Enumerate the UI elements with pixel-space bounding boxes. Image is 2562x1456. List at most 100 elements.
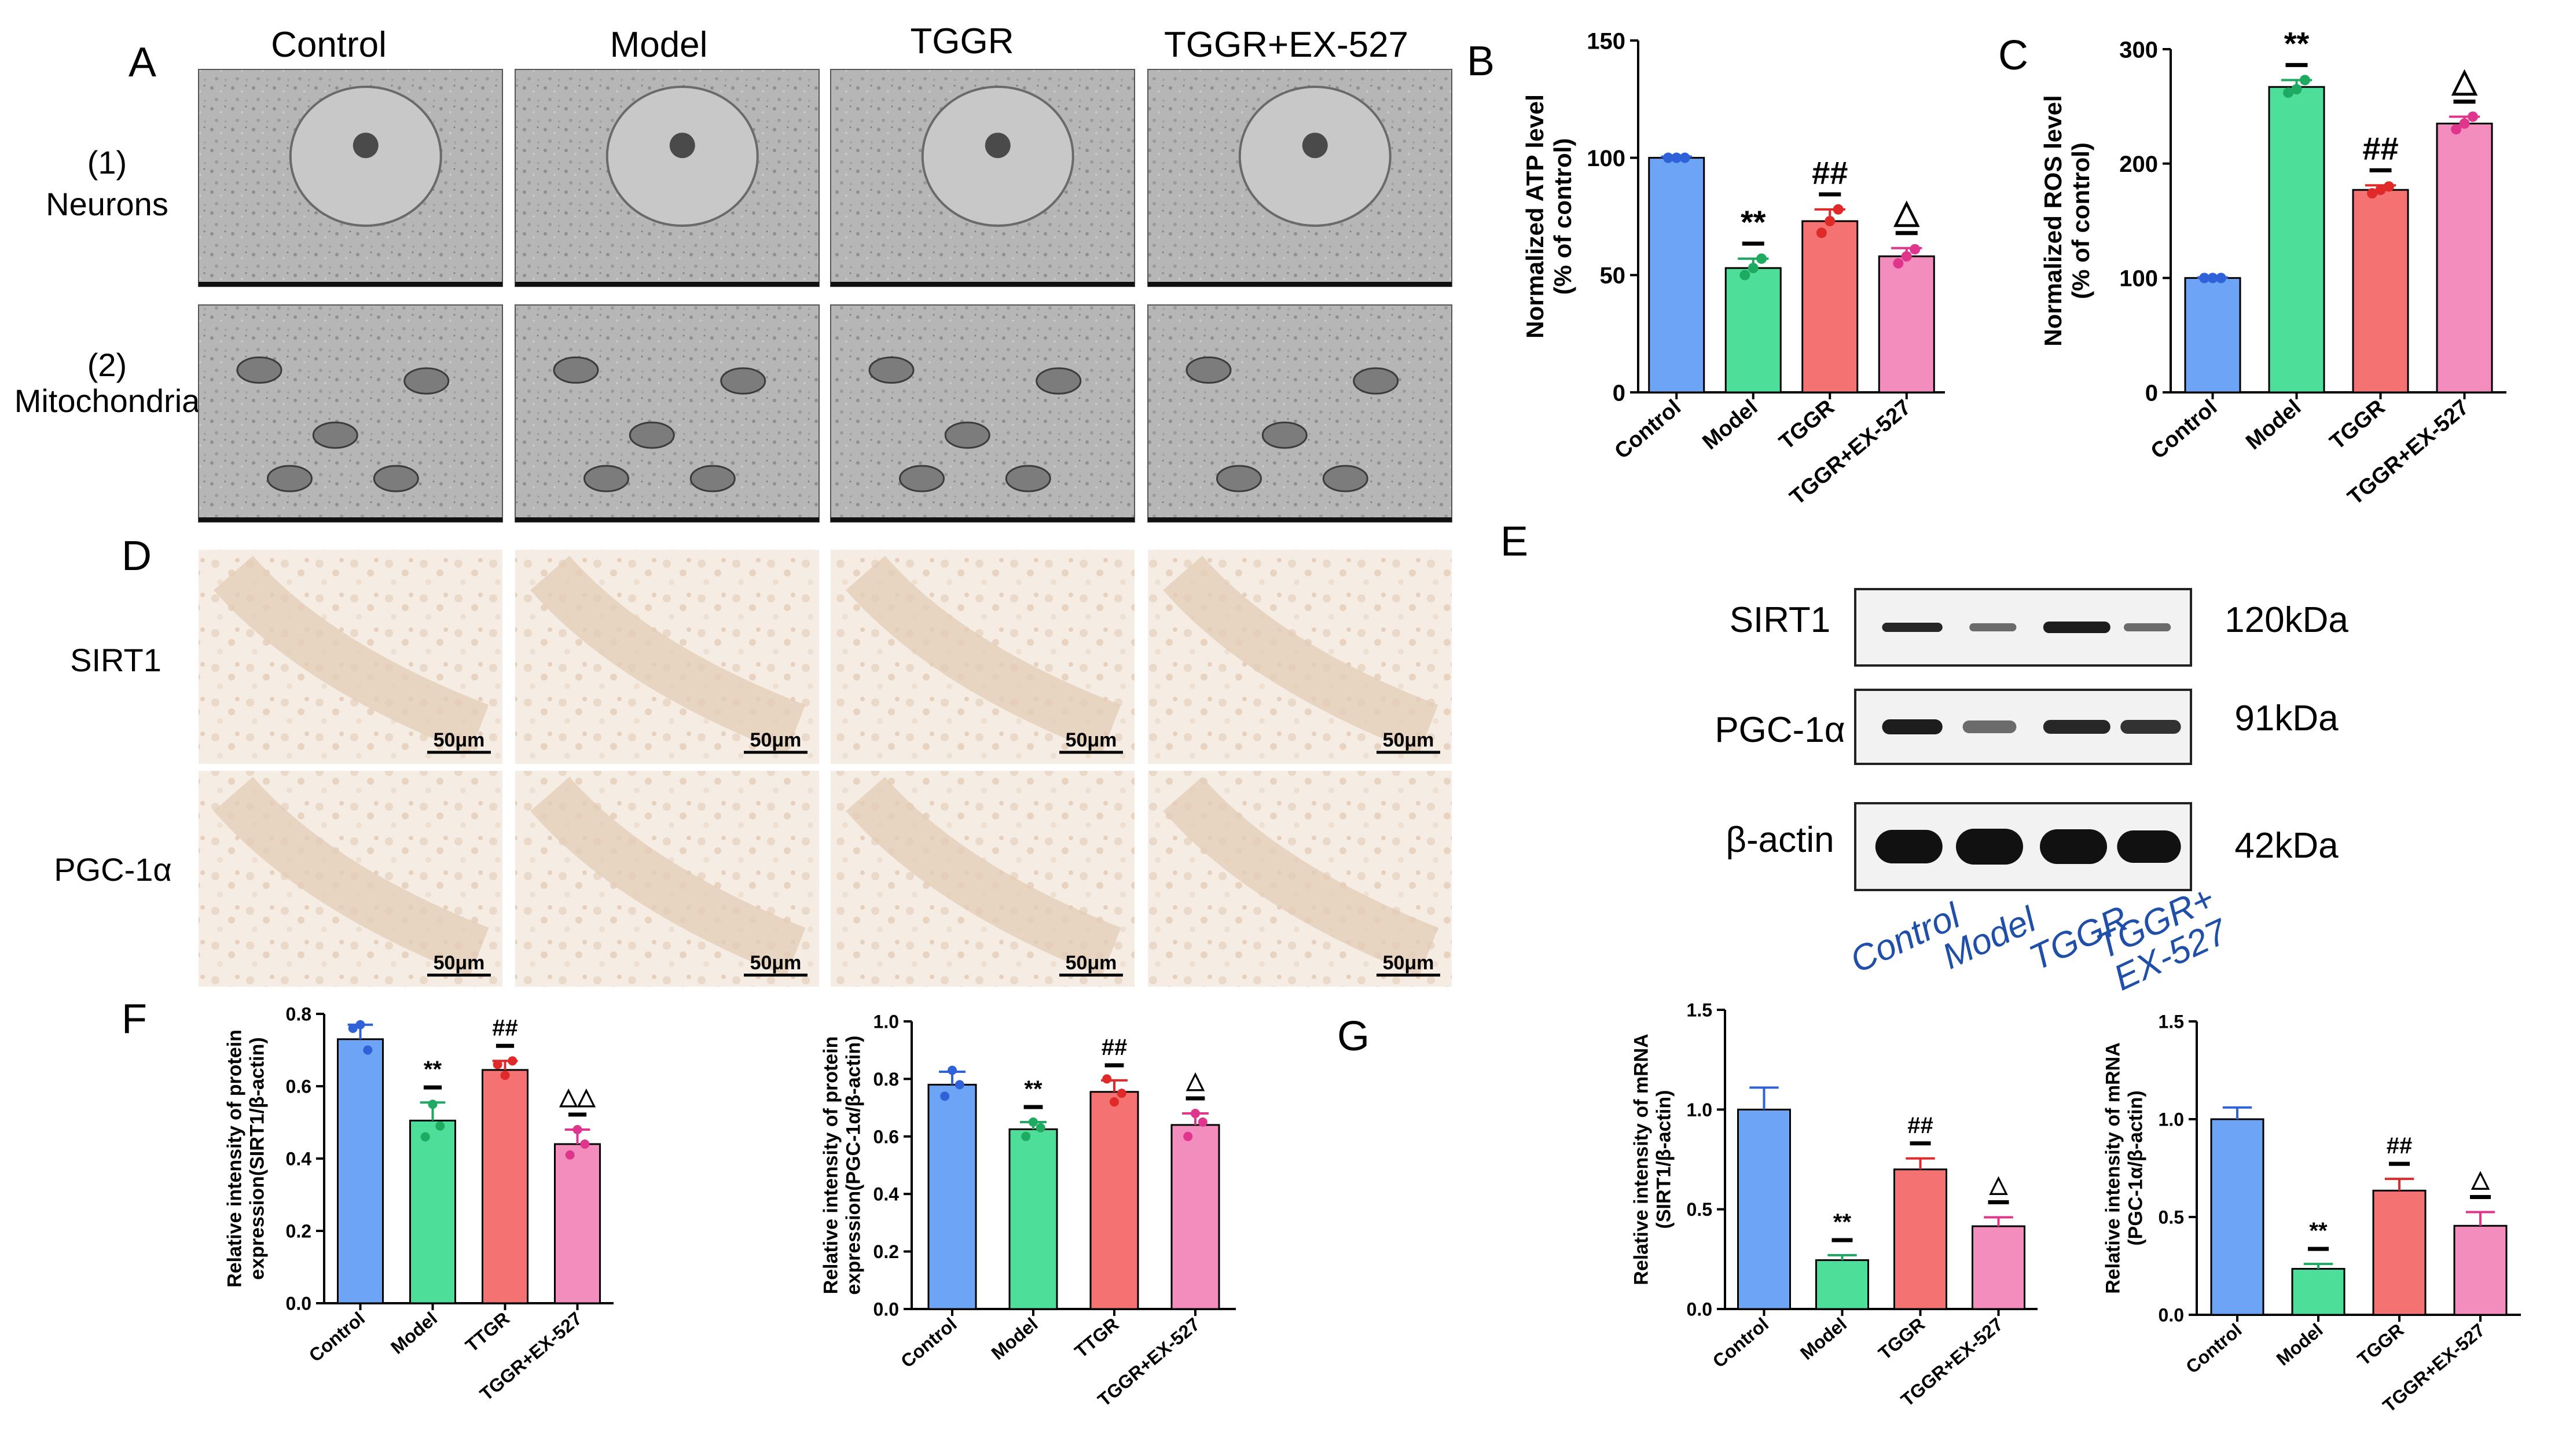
significance-mark: △	[1893, 193, 1920, 230]
ihc-cell-layer-r0-c3	[1163, 556, 1438, 753]
y-axis-label: Normalized ROS level(% of control)	[2039, 95, 2094, 346]
bar-tggr	[1893, 1168, 1947, 1310]
y-tick-label: 1.0	[873, 1012, 899, 1032]
y-axis-label: Relative intensity of proteinexpression(…	[820, 1036, 865, 1295]
significance-mark: △	[1186, 1068, 1205, 1093]
data-point	[2299, 75, 2310, 86]
blot-band-0-3	[2124, 623, 2171, 631]
ihc-cell-layer-r1-c2	[846, 777, 1121, 976]
mitochondrion-r1-c1-2	[720, 367, 766, 395]
data-point	[955, 1080, 964, 1090]
row-label-sirt1: SIRT1	[70, 642, 161, 678]
y-tick-label: 150	[1587, 28, 1625, 54]
mitochondrion-r1-c1-4	[689, 465, 736, 492]
row-label-neurons: Neurons	[46, 186, 168, 222]
data-point	[1191, 1109, 1200, 1119]
nucleolus-r0-c2	[985, 133, 1011, 159]
x-tick-label: TGGR	[2325, 395, 2390, 455]
em-image-bottom-bar	[1148, 282, 1452, 286]
em-image-bottom-bar	[831, 517, 1135, 522]
panel-letter-c: C	[1998, 32, 2028, 79]
x-tick-label: Model	[387, 1308, 441, 1358]
data-point	[2199, 273, 2210, 284]
x-tick-label: Model	[2273, 1319, 2327, 1370]
bar-control	[2184, 277, 2241, 394]
bar-tggr-ex-527	[1170, 1124, 1220, 1310]
em-image-r1-c1	[515, 304, 820, 523]
em-image-r1-c2	[830, 304, 1135, 523]
blot-band-1-1	[1962, 720, 2017, 733]
chart-C: 0 100 200 300 Normalized ROS level(% of cont…	[2039, 25, 2506, 510]
x-tick-label: Control	[2182, 1319, 2245, 1378]
blot-size-label: 91kDa	[2234, 698, 2339, 738]
data-point	[355, 1020, 365, 1030]
blot-lane-label: TGGR+EX-527	[2091, 878, 2236, 999]
y-tick-label: 0.4	[286, 1149, 312, 1170]
significance-mark: **	[2284, 25, 2310, 61]
significance-mark: ##	[1102, 1035, 1128, 1060]
blot-protein-label: β-actin	[1726, 820, 1834, 860]
y-tick-label: 0.0	[873, 1299, 899, 1320]
scale-bar-label: 50μm	[1066, 729, 1117, 751]
data-point	[1748, 263, 1759, 274]
blot-size-label: 120kDa	[2225, 600, 2348, 640]
y-tick-label: 0.4	[873, 1184, 900, 1205]
mitochondrion-r1-c2-0	[868, 356, 915, 384]
data-point	[1833, 204, 1844, 215]
scale-bar-label: 50μm	[434, 729, 485, 751]
chart-G-right: 0.0 0.5 1.0 1.5 Relative intensity of mRNA(P…	[2102, 1012, 2521, 1416]
y-tick-label: 1.0	[2159, 1109, 2184, 1130]
mitochondrion-r1-c2-4	[1005, 465, 1051, 492]
mitochondrion-r1-c1-0	[553, 356, 599, 384]
em-image-bottom-bar	[515, 282, 819, 286]
y-tick-label: 0.8	[286, 1004, 311, 1025]
bar-model	[1008, 1128, 1058, 1310]
y-tick-label: 0.2	[286, 1221, 311, 1242]
y-axis-label-line: (% of control)	[2067, 142, 2094, 299]
data-point	[493, 1060, 502, 1069]
em-image-bottom-bar	[1148, 517, 1452, 522]
blot-band-2-2	[2040, 829, 2107, 864]
data-point	[2367, 188, 2378, 199]
data-point	[1910, 244, 1921, 255]
ihc-cell-layer-r1-c1	[530, 777, 806, 976]
y-tick-label: 0.5	[1687, 1199, 1712, 1220]
panel-letter-g: G	[1337, 1013, 1370, 1060]
mitochondrion-r1-c1-1	[629, 421, 675, 449]
data-point	[1662, 152, 1673, 163]
col-label-control: Control	[271, 25, 387, 65]
ihc-cell-layer-r0-c1	[530, 556, 806, 753]
bar-model	[2268, 86, 2325, 394]
data-point	[572, 1125, 582, 1134]
em-image-bottom-bar	[199, 282, 502, 286]
mitochondrion-r1-c0-4	[373, 465, 419, 492]
y-axis-label: Relative intensity of mRNA(PGC-1α/β-acti…	[2102, 1042, 2147, 1294]
y-axis-label-line: (% of control)	[1549, 138, 1576, 295]
panel-a-micrographs	[198, 69, 1452, 523]
x-tick-label: Model	[2241, 395, 2306, 455]
y-axis-label-line: expression(PGC-1α/β-actin)	[843, 1036, 865, 1295]
bar-model	[1724, 267, 1782, 394]
y-tick-label: 0.0	[1687, 1299, 1712, 1320]
data-point	[1102, 1074, 1112, 1084]
em-image-r1-c3	[1147, 304, 1452, 523]
bar-ttgr	[482, 1069, 528, 1304]
bar-control	[927, 1083, 977, 1310]
x-tick-label: Control	[897, 1314, 960, 1372]
em-image-bottom-bar	[199, 517, 502, 522]
col-label-tggr-ex527: TGGR+EX-527	[1164, 25, 1408, 65]
x-tick-label: Control	[305, 1308, 369, 1366]
mitochondrion-r1-c3-0	[1185, 356, 1232, 384]
scale-bar-label: 50μm	[1383, 952, 1434, 974]
significance-mark: △	[2451, 62, 2478, 98]
scale-bar-label: 50μm	[1066, 952, 1117, 974]
y-tick-label: 0.5	[2159, 1207, 2184, 1228]
blot-size-label: 42kDa	[2234, 826, 2339, 866]
data-point	[435, 1121, 445, 1131]
y-axis-label-line: (PGC-1α/β-actin)	[2125, 1090, 2147, 1245]
data-point	[500, 1071, 510, 1080]
data-point	[2283, 87, 2294, 98]
ihc-cell-layer-r1-c3	[1163, 777, 1438, 976]
data-point	[580, 1139, 590, 1149]
significance-mark: △	[2471, 1167, 2490, 1192]
